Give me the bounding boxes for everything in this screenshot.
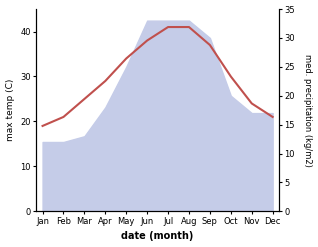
Y-axis label: max temp (C): max temp (C)	[5, 79, 15, 141]
X-axis label: date (month): date (month)	[121, 231, 194, 242]
Y-axis label: med. precipitation (kg/m2): med. precipitation (kg/m2)	[303, 54, 313, 167]
